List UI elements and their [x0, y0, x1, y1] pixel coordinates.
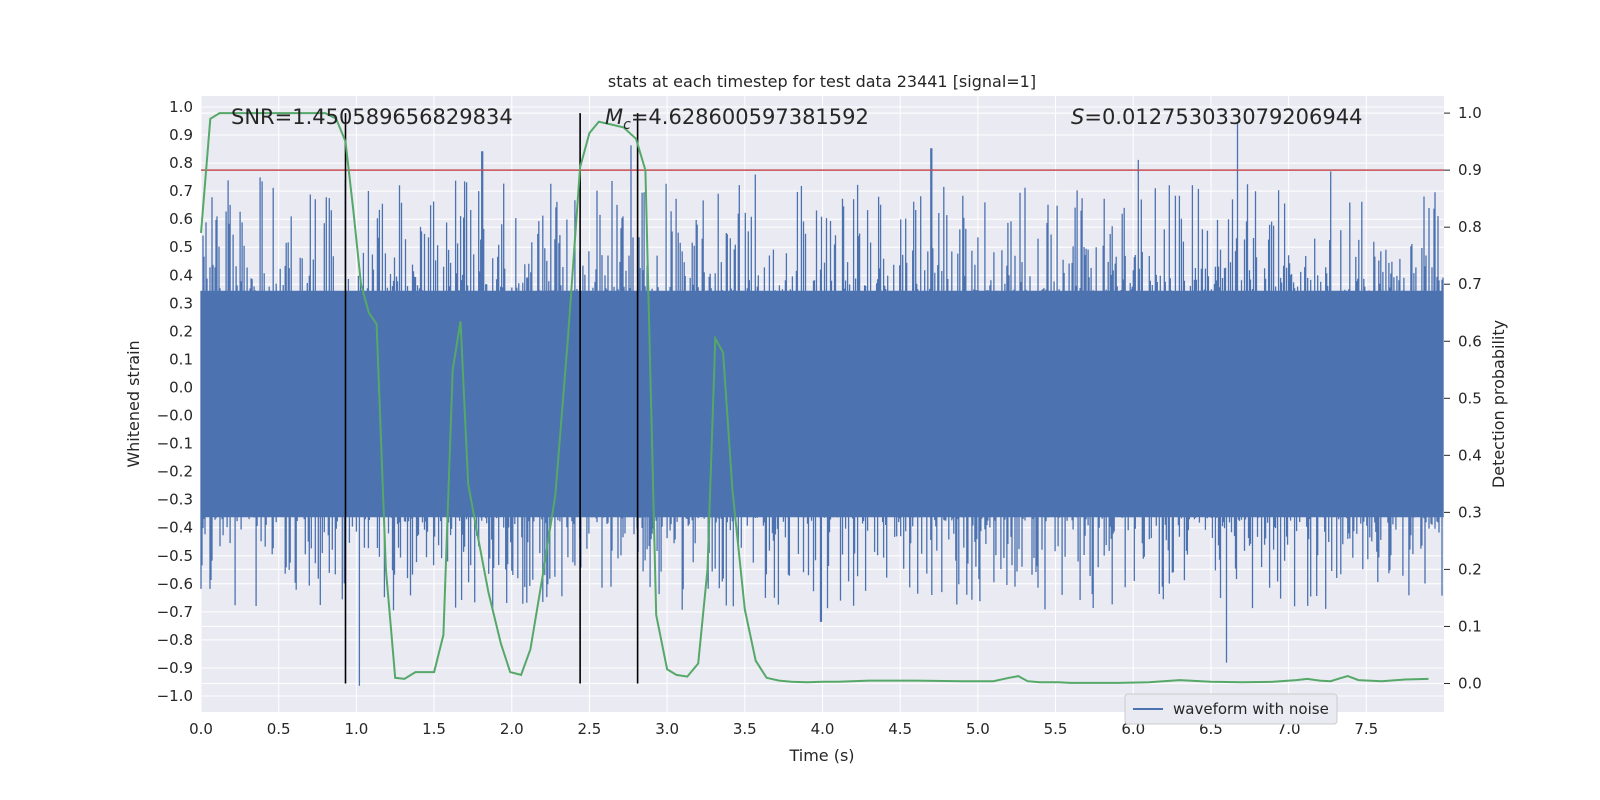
y-right-tick-label: 0.4 — [1458, 446, 1482, 464]
y-right-tick-label: 0.0 — [1458, 674, 1482, 692]
detection-probability-line — [200, 112, 1429, 684]
x-tick-label: 0.5 — [267, 720, 291, 738]
y-left-tick-label: −0.0 — [157, 407, 193, 425]
y-left-tick-label: −0.7 — [157, 603, 193, 621]
x-tick-label: 3.5 — [733, 720, 757, 738]
y-left-tick-label: 0.6 — [169, 210, 193, 228]
x-tick-label: 2.0 — [500, 720, 524, 738]
x-tick-label: 1.5 — [422, 720, 446, 738]
y-right-tick-label: 1.0 — [1458, 104, 1482, 122]
y-right-tick-label: 0.9 — [1458, 161, 1482, 179]
y-left-tick-label: 0.7 — [169, 182, 193, 200]
x-tick-label: 1.0 — [344, 720, 368, 738]
y-left-tick-label: −0.4 — [157, 519, 193, 537]
x-tick-label: 5.0 — [966, 720, 990, 738]
y-right-tick-label: 0.1 — [1458, 617, 1482, 635]
y-left-tick-label: −0.2 — [157, 463, 193, 481]
y-left-tick-label: −0.8 — [157, 631, 193, 649]
s-symbol: S — [1071, 105, 1084, 129]
y-left-tick-label: 0.1 — [169, 350, 193, 368]
s-value: =0.012753033079206944 — [1084, 105, 1362, 129]
y-left-tick-label: 0.5 — [169, 238, 193, 256]
y-left-tick-label: −1.0 — [157, 687, 193, 705]
y-left-tick-label: 1.0 — [169, 98, 193, 116]
y-right-tick-label: 0.2 — [1458, 560, 1482, 578]
y-left-tick-label: −0.3 — [157, 491, 193, 509]
y-left-tick-label: 0.2 — [169, 322, 193, 340]
y-right-tick-label: 0.7 — [1458, 275, 1482, 293]
y-left-tick-label: −0.1 — [157, 435, 193, 453]
x-tick-label: 2.5 — [578, 720, 602, 738]
x-tick-label: 7.5 — [1354, 720, 1378, 738]
y-left-tick-label: −0.6 — [157, 575, 193, 593]
legend-label: waveform with noise — [1173, 700, 1329, 718]
waveform-with-noise-series — [200, 122, 1444, 686]
y-left-tick-label: 0.8 — [169, 154, 193, 172]
y-left-tick-label: −0.9 — [157, 659, 193, 677]
y-left-tick-label: −0.5 — [157, 547, 193, 565]
x-tick-label: 4.5 — [888, 720, 912, 738]
x-tick-label: 4.0 — [811, 720, 835, 738]
snr-annotation: SNR=1.450589656829834 — [231, 105, 513, 129]
legend: waveform with noise — [1124, 693, 1338, 725]
x-tick-label: 3.0 — [655, 720, 679, 738]
y-right-tick-label: 0.3 — [1458, 503, 1482, 521]
chart-title: stats at each timestep for test data 234… — [608, 72, 1036, 91]
y-right-tick-label: 0.6 — [1458, 332, 1482, 350]
y-right-tick-label: 0.5 — [1458, 389, 1482, 407]
chirp-mass-subscript: c — [623, 117, 631, 133]
legend-box — [1124, 693, 1338, 725]
y-left-tick-label: 0.9 — [169, 126, 193, 144]
x-tick-label: 0.0 — [189, 720, 213, 738]
y-right-tick-label: 0.8 — [1458, 218, 1482, 236]
chirp-mass-annotation: Mc=4.628600597381592 — [605, 105, 869, 133]
chirp-mass-symbol: M — [605, 105, 623, 129]
x-tick-label: 5.5 — [1044, 720, 1068, 738]
y-axis-label-right: Detection probability — [1489, 320, 1508, 488]
y-left-tick-label: 0.3 — [169, 294, 193, 312]
y-axis-label-left: Whitened strain — [124, 340, 143, 467]
s-annotation: S=0.012753033079206944 — [1071, 105, 1362, 129]
chirp-mass-value: =4.628600597381592 — [631, 105, 869, 129]
x-axis-label: Time (s) — [788, 746, 854, 765]
y-left-tick-label: 0.0 — [169, 378, 193, 396]
y-left-tick-label: 0.4 — [169, 266, 193, 284]
